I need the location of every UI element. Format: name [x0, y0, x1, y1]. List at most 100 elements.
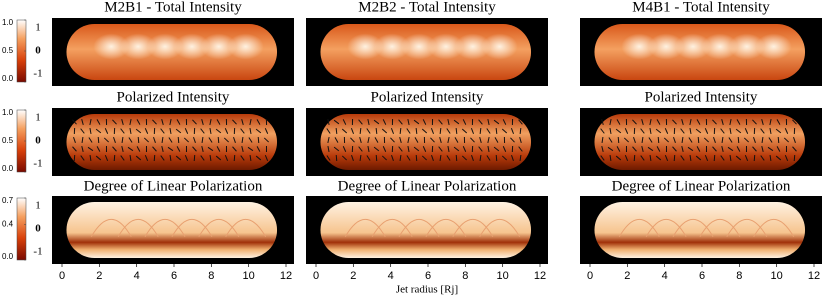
- polarization-vector: [81, 118, 84, 126]
- jet-knot: [648, 33, 685, 60]
- jet-arc: [171, 219, 213, 238]
- scale-tick-label: -1: [33, 68, 42, 80]
- polarization-vector: [688, 137, 693, 143]
- polarization-vector: [399, 127, 402, 135]
- polarization-vector: [784, 128, 789, 134]
- polarization-vector: [200, 128, 205, 134]
- polarization-vector: [752, 119, 757, 125]
- polarization-vector: [769, 118, 772, 126]
- polarization-vector: [493, 119, 500, 125]
- polarization-vector: [135, 155, 142, 161]
- polarization-vector: [695, 128, 702, 134]
- polarization-vector: [81, 145, 84, 153]
- polarization-vector: [689, 127, 692, 135]
- polarization-vector: [743, 137, 749, 143]
- polarization-vector: [453, 119, 460, 125]
- polarization-vector: [753, 136, 756, 144]
- colorbar: [16, 197, 27, 261]
- polarization-vector: [624, 128, 629, 134]
- polarization-vector: [494, 137, 499, 143]
- polarization-vector: [649, 118, 652, 126]
- x-tick-label: 10: [771, 270, 783, 282]
- polarization-vector: [406, 128, 411, 134]
- scale-tick-label: -1: [33, 246, 42, 258]
- polarization-vector: [358, 146, 363, 152]
- polarization-vector: [184, 128, 189, 134]
- polarization-vector: [201, 136, 204, 144]
- polarization-vector: [413, 119, 420, 125]
- polarization-vector: [431, 154, 434, 162]
- polarization-vector: [663, 137, 669, 143]
- polarization-vector: [233, 136, 236, 144]
- jet-arc: [618, 219, 660, 238]
- polarization-vector: [712, 119, 717, 125]
- polarization-vector: [446, 155, 451, 161]
- polarization-vector: [215, 155, 222, 161]
- polarization-vector: [783, 137, 789, 143]
- polarization-vector: [737, 136, 740, 144]
- polarization-vector: [712, 146, 717, 152]
- x-tick-label: 6: [425, 270, 431, 282]
- x-tick-label: 4: [134, 270, 140, 282]
- polarization-vector: [80, 128, 85, 134]
- jet-image: [320, 202, 532, 258]
- polarization-vector: [616, 146, 621, 152]
- polarization-vector: [487, 136, 490, 144]
- polarization-vector: [257, 136, 260, 144]
- x-tick-label: 2: [350, 270, 356, 282]
- polarization-vector: [761, 145, 764, 153]
- polarization-vector: [641, 118, 644, 126]
- polarization-vector: [728, 137, 733, 143]
- polarization-vector: [624, 155, 629, 161]
- polarization-vector: [721, 136, 724, 144]
- polarization-vector: [607, 146, 614, 152]
- jet-knot: [401, 33, 438, 60]
- polarization-vector: [776, 119, 781, 125]
- polarization-vector: [216, 146, 221, 152]
- polarization-vector: [736, 146, 741, 152]
- polarization-vector: [169, 154, 172, 162]
- jet-image: [320, 114, 532, 170]
- colorbar-tick-label: 0.7: [2, 196, 14, 205]
- polarization-vector: [768, 137, 773, 143]
- polarization-vector: [478, 146, 483, 152]
- polarization-vector: [399, 154, 402, 162]
- polarization-vector: [775, 155, 782, 161]
- panel-title: Polarized Intensity: [645, 89, 758, 105]
- polarization-vector: [422, 119, 427, 125]
- polarization-vector: [695, 155, 702, 161]
- polarization-vector: [447, 145, 450, 153]
- jet-knot: [200, 33, 237, 60]
- polarization-vector: [633, 136, 636, 144]
- polarization-vector: [176, 146, 181, 152]
- polarization-vector: [609, 154, 612, 162]
- x-tick-label: 2: [96, 270, 102, 282]
- polarization-vector: [366, 128, 371, 134]
- polarization-vector: [462, 146, 467, 152]
- polarization-vector: [775, 128, 782, 134]
- polarization-vector: [381, 155, 387, 161]
- polarization-vector: [609, 118, 612, 126]
- polarization-vector: [121, 145, 124, 153]
- polarization-vector: [407, 145, 410, 153]
- polarization-vector: [264, 155, 269, 161]
- x-tick-label: 12: [534, 270, 546, 282]
- jet-arc: [452, 219, 494, 238]
- jet-knot: [227, 33, 264, 60]
- polarization-vector: [455, 127, 458, 135]
- polarization-vector: [367, 136, 370, 144]
- polarization-vector: [752, 146, 757, 152]
- panel-title: Polarized Intensity: [117, 89, 230, 105]
- polarization-vector: [615, 128, 622, 134]
- polarization-vector: [375, 127, 378, 135]
- polarization-vector: [342, 119, 347, 125]
- polarization-vector: [510, 128, 515, 134]
- polarization-vector: [127, 146, 134, 152]
- jet-arc: [117, 219, 159, 238]
- polarization-vector: [696, 119, 701, 125]
- x-axis-label: Jet radius [Rj]: [396, 284, 458, 296]
- polarization-vector: [233, 154, 236, 162]
- polarization-vector: [81, 136, 84, 144]
- colorbar-tick-label: 0.5: [2, 46, 14, 55]
- polarization-vector: [495, 154, 498, 162]
